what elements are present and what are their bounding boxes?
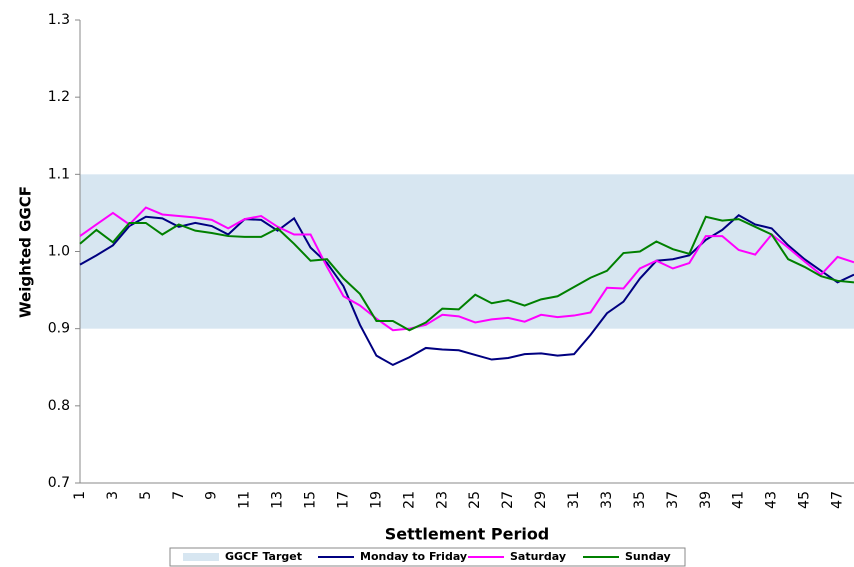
- x-tick-label: 45: [797, 491, 813, 509]
- y-tick-label: 1.2: [48, 89, 70, 105]
- legend-swatch: [183, 553, 219, 561]
- x-tick-label: 25: [467, 491, 483, 509]
- y-tick-label: 1.0: [48, 244, 70, 260]
- y-axis-title: Weighted GGCF: [17, 186, 35, 318]
- x-tick-label: 31: [566, 491, 582, 509]
- legend-label: Monday to Friday: [360, 550, 467, 563]
- legend-label: Saturday: [510, 550, 566, 563]
- x-tick-label: 23: [434, 491, 450, 509]
- x-tick-label: 15: [303, 491, 319, 509]
- series-line: [79, 215, 854, 332]
- x-tick-label: 13: [270, 491, 286, 509]
- x-tick-label: 41: [731, 491, 747, 509]
- x-tick-label: 9: [204, 491, 220, 500]
- x-tick-label: 7: [171, 491, 187, 500]
- target-band: [80, 174, 854, 329]
- x-tick-label: 43: [764, 491, 780, 509]
- x-tick-label: 3: [105, 491, 121, 500]
- y-tick-label: 0.9: [48, 321, 70, 337]
- y-tick-label: 0.7: [48, 475, 70, 491]
- x-tick-label: 39: [698, 491, 714, 509]
- x-tick-label: 19: [368, 491, 384, 509]
- x-tick-label: 17: [335, 491, 351, 509]
- x-tick-label: 27: [500, 491, 516, 509]
- legend-label: Sunday: [625, 550, 671, 563]
- x-tick-label: 11: [237, 491, 253, 509]
- series-line: [79, 214, 854, 367]
- series-line: [79, 206, 854, 332]
- x-tick-label: 1: [72, 491, 88, 500]
- x-tick-label: 33: [599, 491, 615, 509]
- legend-label: GGCF Target: [225, 550, 302, 563]
- x-tick-label: 47: [830, 491, 846, 509]
- x-tick-label: 5: [138, 491, 154, 500]
- x-axis-title: Settlement Period: [385, 525, 550, 544]
- y-tick-label: 1.3: [48, 12, 70, 28]
- x-tick-label: 35: [632, 491, 648, 509]
- x-tick-label: 21: [401, 491, 417, 509]
- x-tick-label: 29: [533, 491, 549, 509]
- y-tick-label: 1.1: [48, 166, 70, 182]
- legend-box: [169, 547, 686, 567]
- y-tick-label: 0.8: [48, 398, 70, 414]
- x-tick-label: 37: [665, 491, 681, 509]
